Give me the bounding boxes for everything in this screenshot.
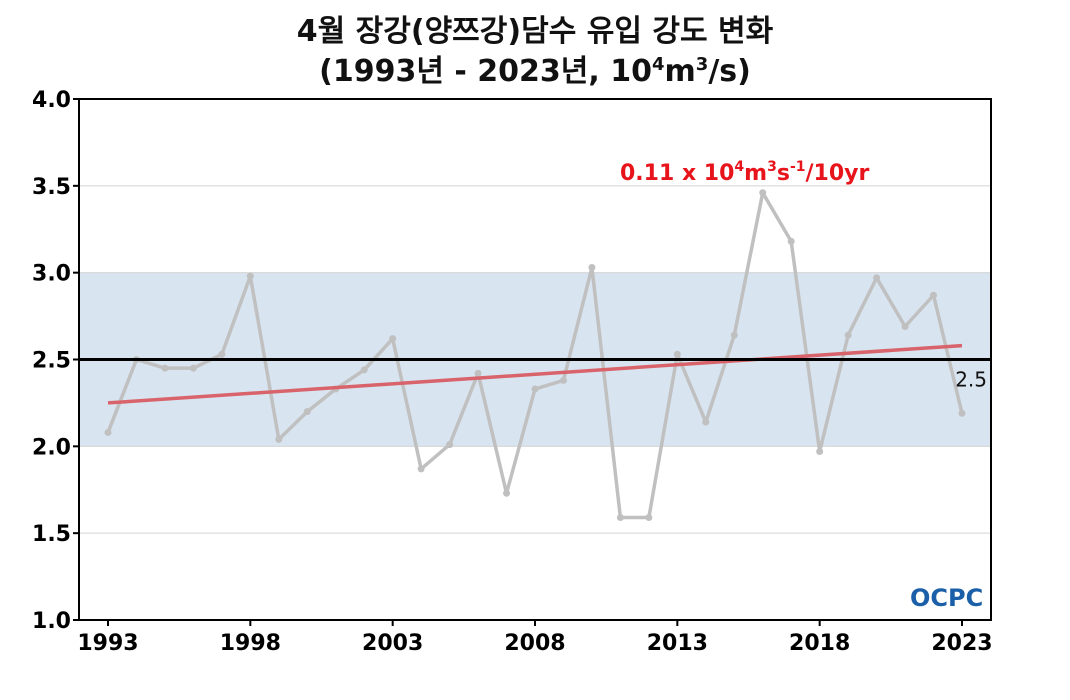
data-point (844, 331, 852, 339)
data-point (673, 350, 681, 358)
data-point (446, 441, 454, 449)
y-tick-label: 2.0 (32, 435, 71, 460)
data-point (246, 272, 254, 280)
data-point (616, 514, 624, 522)
data-point (417, 465, 425, 473)
chart-title-line2: (1993년 - 2023년, 104m3/s) (319, 54, 751, 89)
y-tick-label: 3.5 (32, 175, 71, 200)
data-point (559, 376, 567, 384)
data-point (218, 350, 226, 358)
trend-line (107, 343, 963, 405)
data-point (189, 364, 197, 372)
data-point (759, 189, 767, 197)
data-point (275, 435, 283, 443)
data-point (930, 291, 938, 299)
data-point (474, 369, 482, 377)
y-tick-label: 1.5 (32, 522, 71, 547)
trend-rate-label: 0.11 x 104m3s-1/10yr (620, 159, 870, 186)
data-point (645, 514, 653, 522)
data-point (901, 323, 909, 331)
data-point (303, 408, 311, 416)
data-point (503, 489, 511, 497)
data-point (161, 364, 169, 372)
data-point (104, 428, 112, 436)
y-tick-label: 3.0 (32, 262, 71, 287)
data-point (531, 385, 539, 393)
data-point (702, 418, 710, 426)
chart-title-line1: 4월 장강(양쯔강)담수 유입 강도 변화 (296, 14, 774, 49)
x-tick-label: 1993 (77, 631, 138, 656)
data-point (360, 366, 368, 374)
data-point (588, 263, 596, 271)
x-tick-label: 2013 (647, 631, 708, 656)
x-tick-label: 2023 (931, 631, 992, 656)
data-point (958, 409, 966, 417)
data-point (816, 448, 824, 456)
x-tick-label: 1998 (220, 631, 281, 656)
y-tick-label: 4.0 (32, 88, 71, 113)
ocpc-logo: OCPC (910, 584, 983, 612)
reference-line-label: 2.5 (955, 368, 987, 392)
y-tick-label: 2.5 (32, 349, 71, 374)
data-point (873, 274, 881, 282)
x-tick-label: 2003 (362, 631, 423, 656)
data-point (730, 331, 738, 339)
x-tick-label: 2018 (789, 631, 850, 656)
y-tick-label: 1.0 (32, 609, 71, 634)
data-point (389, 335, 397, 343)
data-point (787, 237, 795, 245)
x-tick-label: 2008 (504, 631, 565, 656)
